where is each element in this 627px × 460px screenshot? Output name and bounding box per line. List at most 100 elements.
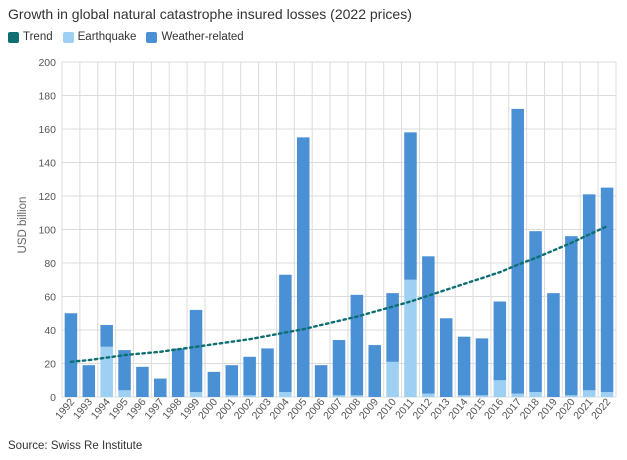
y-tick-label: 180 xyxy=(38,91,56,103)
bar-earthquake-2020 xyxy=(565,395,578,397)
legend-label-earthquake: Earthquake xyxy=(77,31,137,43)
bar-weather-2014 xyxy=(457,336,471,396)
legend-swatch-weather xyxy=(146,31,158,43)
bar-weather-2019 xyxy=(547,293,560,397)
bar-earthquake-2008 xyxy=(350,395,364,397)
y-axis-label: USD billion xyxy=(17,197,29,254)
x-tick-label: 2001 xyxy=(214,396,238,422)
legend-item-weather: Weather-related xyxy=(146,31,244,43)
chart-legend: Trend Earthquake Weather-related xyxy=(8,31,254,43)
bar-weather-2009 xyxy=(368,345,381,397)
source-note: Source: Swiss Re Institute xyxy=(8,440,143,452)
y-tick-label: 80 xyxy=(44,258,56,270)
x-tick-label: 2006 xyxy=(303,396,327,422)
x-tick-label: 1994 xyxy=(89,396,113,422)
legend-label-trend: Trend xyxy=(23,31,53,43)
bar-earthquake-1999 xyxy=(189,391,203,397)
x-tick-label: 2002 xyxy=(232,396,256,422)
legend-item-earthquake: Earthquake xyxy=(62,31,137,43)
x-tick-label: 2010 xyxy=(375,396,399,422)
x-tick-label: 2020 xyxy=(553,396,577,422)
bar-weather-2021 xyxy=(582,194,596,391)
x-tick-label: 2019 xyxy=(536,396,560,422)
bar-earthquake-2004 xyxy=(279,391,292,397)
legend-swatch-trend xyxy=(8,31,19,43)
bar-earthquake-2010 xyxy=(386,361,399,397)
x-tick-label: 2009 xyxy=(357,396,381,422)
x-tick-label: 1993 xyxy=(71,396,95,422)
bar-weather-2000 xyxy=(207,371,221,397)
bar-earthquake-2011 xyxy=(404,279,417,397)
chart-title: Growth in global natural catastrophe ins… xyxy=(8,6,412,22)
bar-weather-2001 xyxy=(225,365,239,396)
x-tick-label: 2018 xyxy=(518,396,542,422)
x-tick-label: 2000 xyxy=(196,396,220,422)
x-tick-label: 2012 xyxy=(410,396,434,422)
x-tick-label: 2007 xyxy=(321,396,345,422)
x-tick-label: 1992 xyxy=(53,396,77,422)
bar-weather-2018 xyxy=(529,231,542,392)
x-tick-label: 2014 xyxy=(446,396,470,422)
bar-earthquake-2022 xyxy=(600,391,614,397)
x-tick-label: 2015 xyxy=(464,396,488,422)
bar-weather-1992 xyxy=(64,313,78,397)
bar-earthquake-2015 xyxy=(475,395,489,397)
x-tick-label: 2013 xyxy=(428,396,452,422)
x-axis-ticks: 1992199319941995199619971998199920002001… xyxy=(53,396,613,422)
bar-weather-1996 xyxy=(136,366,149,397)
bar-weather-1999 xyxy=(189,309,203,392)
bar-earthquake-2016 xyxy=(493,380,507,397)
x-tick-label: 1997 xyxy=(142,396,166,422)
y-tick-label: 140 xyxy=(38,158,56,170)
y-tick-label: 60 xyxy=(44,292,56,304)
x-tick-label: 2008 xyxy=(339,396,363,422)
y-tick-label: 120 xyxy=(38,191,56,203)
x-tick-label: 1999 xyxy=(178,396,202,422)
bar-earthquake-2001 xyxy=(225,395,239,397)
bar-earthquake-1995 xyxy=(118,390,131,397)
bar-weather-2012 xyxy=(422,256,435,394)
bar-weather-2003 xyxy=(261,348,274,397)
bar-weather-1995 xyxy=(118,350,131,391)
bar-earthquake-2017 xyxy=(511,393,524,397)
y-tick-label: 40 xyxy=(44,325,56,337)
trend-polyline xyxy=(69,224,609,363)
y-tick-label: 0 xyxy=(50,392,56,404)
bar-weather-2011 xyxy=(404,132,417,280)
bar-weather-2020 xyxy=(565,236,578,396)
bar-weather-2007 xyxy=(332,340,346,396)
y-tick-label: 100 xyxy=(38,225,56,237)
x-tick-label: 2016 xyxy=(482,396,506,422)
bar-weather-2017 xyxy=(511,108,524,394)
x-tick-label: 2003 xyxy=(250,396,274,422)
bar-earthquake-2018 xyxy=(529,391,542,397)
legend-item-trend: Trend xyxy=(8,31,53,43)
bar-earthquake-2007 xyxy=(332,395,346,397)
y-tick-label: 20 xyxy=(44,359,56,371)
x-tick-label: 1995 xyxy=(107,396,131,422)
bar-earthquake-2014 xyxy=(457,395,471,397)
legend-label-weather: Weather-related xyxy=(161,31,244,43)
bar-weather-2010 xyxy=(386,293,399,362)
x-tick-label: 2022 xyxy=(589,396,613,422)
bar-weather-2002 xyxy=(243,356,256,396)
x-tick-label: 2004 xyxy=(267,396,291,422)
bar-earthquake-2002 xyxy=(243,395,256,397)
bar-earthquake-2021 xyxy=(582,390,596,397)
bar-weather-2006 xyxy=(314,365,328,397)
bar-weather-2008 xyxy=(350,294,364,396)
bars xyxy=(64,108,614,397)
x-tick-label: 2005 xyxy=(285,396,309,422)
x-tick-label: 1996 xyxy=(125,396,149,422)
bar-weather-2015 xyxy=(475,338,489,396)
y-axis-ticks: 0 20 40 60 80 100 120 140 160 180 200 xyxy=(38,57,56,404)
legend-swatch-earthquake xyxy=(62,31,74,43)
x-tick-label: 2021 xyxy=(571,396,595,422)
bar-earthquake-1994 xyxy=(100,346,113,397)
x-tick-label: 1998 xyxy=(160,396,184,422)
bar-weather-2016 xyxy=(493,301,507,381)
y-tick-label: 200 xyxy=(38,57,56,69)
y-tick-label: 160 xyxy=(38,124,56,136)
bar-weather-1998 xyxy=(171,348,185,397)
